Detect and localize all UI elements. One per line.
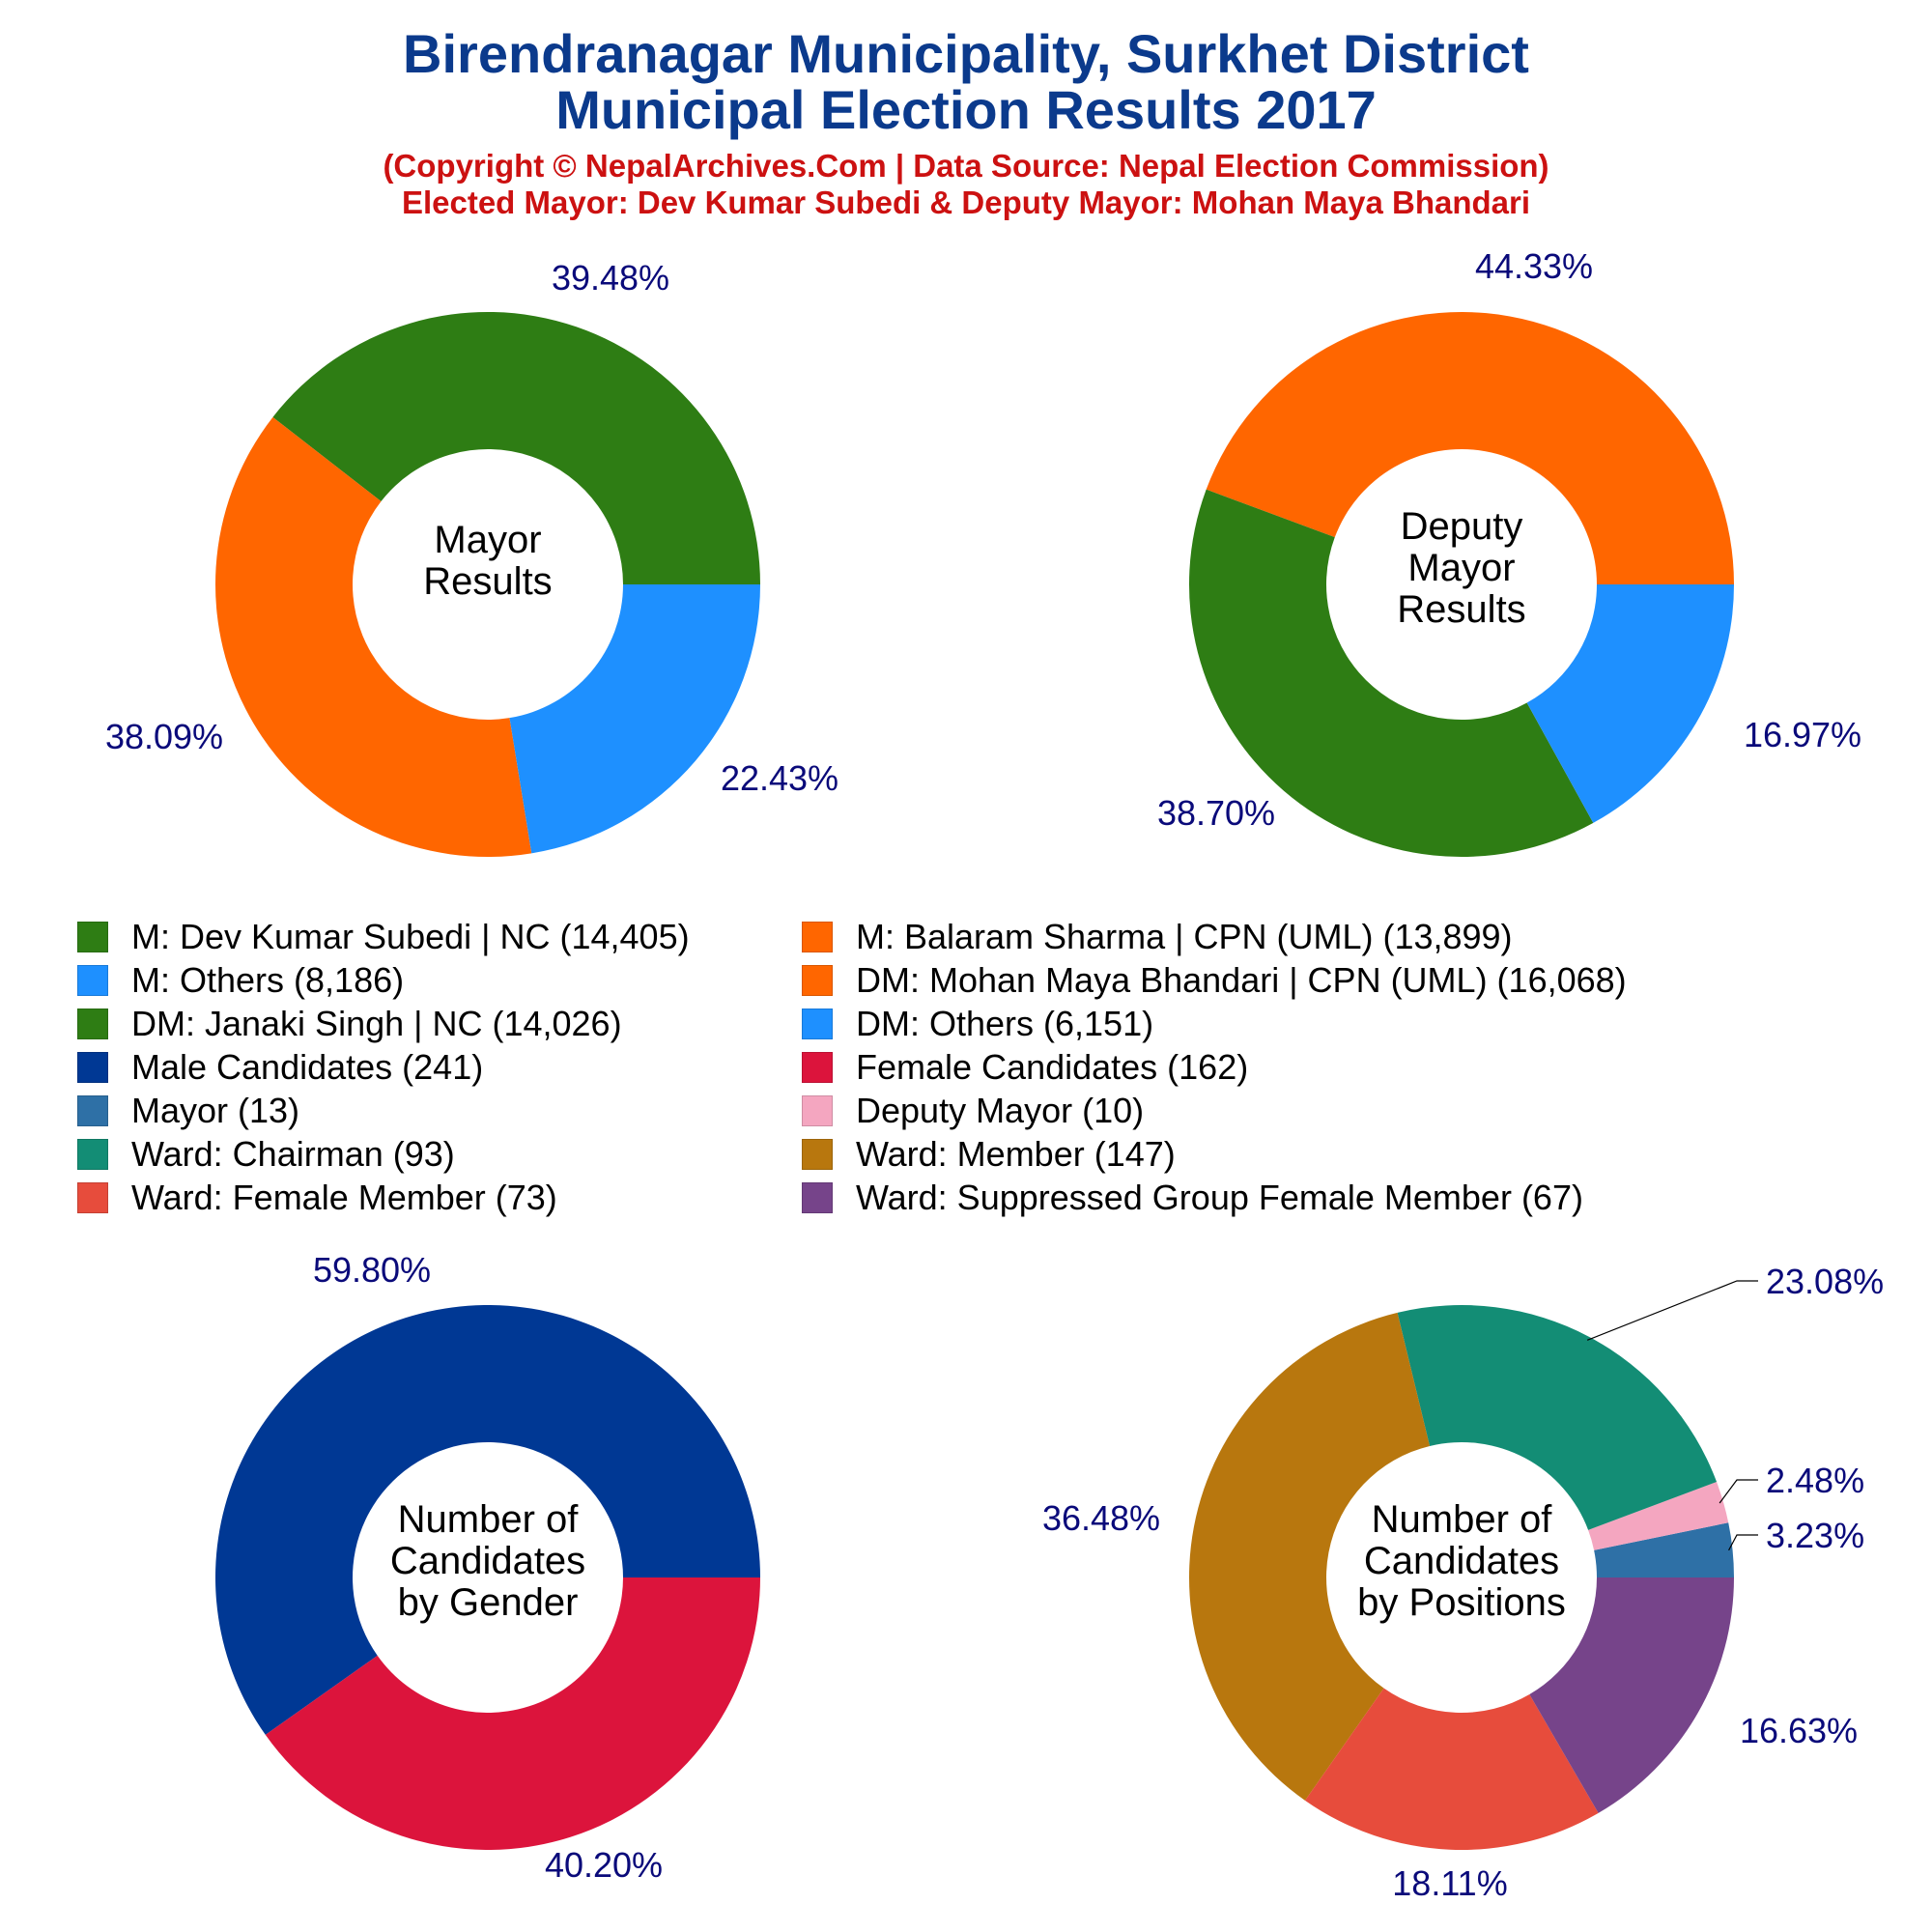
legend-swatch — [802, 1139, 833, 1170]
legend-item: Ward: Member (147) — [802, 1133, 1176, 1176]
legend-label: Ward: Female Member (73) — [131, 1178, 557, 1217]
legend-item: Ward: Chairman (93) — [77, 1133, 455, 1176]
legend-label: DM: Mohan Maya Bhandari | CPN (UML) (16,… — [856, 960, 1627, 1000]
legend-swatch — [77, 1052, 108, 1083]
percent-label: 3.23% — [1766, 1516, 1864, 1555]
donut-center-label: Number of — [398, 1498, 580, 1541]
legend-item: Female Candidates (162) — [802, 1046, 1248, 1089]
slice-dm-janaki-singh-nc — [1189, 489, 1594, 858]
donut-center-label: by Positions — [1357, 1581, 1566, 1624]
candidates-by-positions-donut: 23.08% 36.48% 18.11% 16.63% 3.23% 2.48% Number… — [1042, 1262, 1884, 1903]
donut-center-label: Candidates — [390, 1540, 585, 1582]
legend-swatch — [77, 1095, 108, 1126]
donut-center-label: Mayor — [434, 519, 541, 561]
donut-center-label: by Gender — [398, 1581, 579, 1624]
legend-item: Mayor (13) — [77, 1090, 299, 1132]
percent-label: 18.11% — [1392, 1863, 1507, 1903]
percent-label: 38.70% — [1157, 793, 1275, 833]
slice-m-others — [509, 584, 760, 854]
percent-label: 22.43% — [721, 758, 838, 798]
legend-swatch — [802, 1052, 833, 1083]
percent-label: 38.09% — [105, 717, 223, 756]
percent-label: 23.08% — [1766, 1262, 1884, 1301]
chart-subtitle-copyright: (Copyright © NepalArchives.Com | Data So… — [383, 148, 1549, 184]
slice-dm-mohan-maya-bhandari-cpn-uml — [1206, 311, 1734, 584]
slice-ward-female-member — [1305, 1688, 1599, 1851]
legend-item: Deputy Mayor (10) — [802, 1090, 1144, 1132]
percent-label: 44.33% — [1475, 246, 1593, 286]
slice-m-balaram-sharma-cpn-uml — [215, 416, 532, 857]
legend-label: M: Balaram Sharma | CPN (UML) (13,899) — [856, 917, 1513, 956]
leader-line — [1586, 1280, 1758, 1341]
legend-item: Ward: Female Member (73) — [77, 1177, 557, 1219]
legend-item: Ward: Suppressed Group Female Member (67… — [802, 1177, 1583, 1219]
legend-label: Female Candidates (162) — [856, 1047, 1249, 1087]
donut-center-label: Candidates — [1364, 1540, 1559, 1582]
legend-swatch — [802, 1095, 833, 1126]
chart-title-line1: Birendranagar Municipality, Surkhet Dist… — [403, 23, 1529, 84]
percent-label: 59.80% — [313, 1250, 431, 1290]
legend-label: DM: Others (6,151) — [856, 1004, 1154, 1043]
legend-label: Ward: Chairman (93) — [131, 1134, 455, 1174]
legend-swatch — [77, 1009, 108, 1039]
slice-deputy-mayor — [1588, 1482, 1729, 1550]
legend-item: M: Dev Kumar Subedi | NC (14,405) — [77, 916, 690, 958]
percent-label: 40.20% — [545, 1845, 663, 1885]
legend-swatch — [77, 922, 108, 952]
leader-line — [1719, 1479, 1758, 1504]
slice-mayor — [1594, 1522, 1734, 1577]
legend-label: Mayor (13) — [131, 1091, 300, 1130]
chart-title-line2: Municipal Election Results 2017 — [555, 79, 1377, 140]
donut-center-label: Mayor — [1407, 547, 1515, 589]
legend-swatch — [77, 965, 108, 996]
donut-center-label: Deputy — [1401, 505, 1523, 548]
slice-dm-others — [1526, 584, 1734, 823]
legend-swatch — [77, 1182, 108, 1213]
legend-swatch — [802, 1182, 833, 1213]
legend-label: M: Dev Kumar Subedi | NC (14,405) — [131, 917, 690, 956]
legend-item: DM: Others (6,151) — [802, 1003, 1153, 1045]
slice-ward-member — [1189, 1312, 1431, 1801]
legend-swatch — [77, 1139, 108, 1170]
leader-line — [1728, 1534, 1758, 1551]
legend-label: Deputy Mayor (10) — [856, 1091, 1145, 1130]
percent-label: 16.63% — [1740, 1711, 1858, 1750]
percent-label: 39.48% — [552, 258, 669, 298]
donut-center-label: Results — [423, 560, 552, 603]
chart-subtitle-elected: Elected Mayor: Dev Kumar Subedi & Deputy… — [401, 185, 1531, 220]
donut-center-label: Number of — [1372, 1498, 1553, 1541]
percent-label: 2.48% — [1766, 1461, 1864, 1500]
legend-label: DM: Janaki Singh | NC (14,026) — [131, 1004, 622, 1043]
slice-ward-chairman — [1397, 1305, 1718, 1530]
legend-item: Male Candidates (241) — [77, 1046, 483, 1089]
legend: M: Dev Kumar Subedi | NC (14,405) M: Othe… — [77, 916, 1913, 1225]
legend-item: DM: Mohan Maya Bhandari | CPN (UML) (16,… — [802, 959, 1627, 1002]
donut-center-label: Results — [1397, 588, 1525, 631]
legend-swatch — [802, 922, 833, 952]
legend-item: M: Balaram Sharma | CPN (UML) (13,899) — [802, 916, 1513, 958]
slice-female-candidates — [265, 1577, 760, 1851]
legend-item: DM: Janaki Singh | NC (14,026) — [77, 1003, 622, 1045]
legend-swatch — [802, 1009, 833, 1039]
percent-label: 36.48% — [1042, 1498, 1160, 1538]
legend-item: M: Others (8,186) — [77, 959, 404, 1002]
legend-label: Ward: Suppressed Group Female Member (67… — [856, 1178, 1583, 1217]
legend-label: Ward: Member (147) — [856, 1134, 1176, 1174]
legend-label: M: Others (8,186) — [131, 960, 405, 1000]
slice-ward-suppressed-group-female-member — [1529, 1577, 1734, 1813]
slice-m-dev-kumar-subedi-nc — [272, 312, 760, 584]
slice-male-candidates — [214, 1304, 760, 1735]
legend-label: Male Candidates (241) — [131, 1047, 484, 1087]
percent-label: 16.97% — [1744, 715, 1861, 754]
legend-swatch — [802, 965, 833, 996]
